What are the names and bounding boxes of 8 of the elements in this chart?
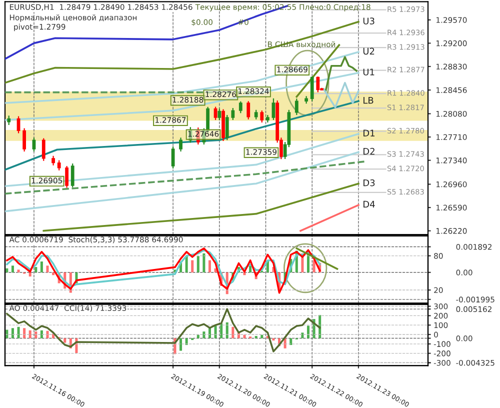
series-label: D4	[364, 200, 375, 208]
series-label: D3	[364, 179, 375, 186]
series-label: U3	[363, 18, 374, 24]
series-label: D1	[364, 130, 374, 136]
series-label: U1	[363, 68, 374, 76]
series-label: U2	[363, 48, 374, 55]
series-label: D2	[364, 148, 374, 155]
series-label: LB	[364, 97, 374, 104]
